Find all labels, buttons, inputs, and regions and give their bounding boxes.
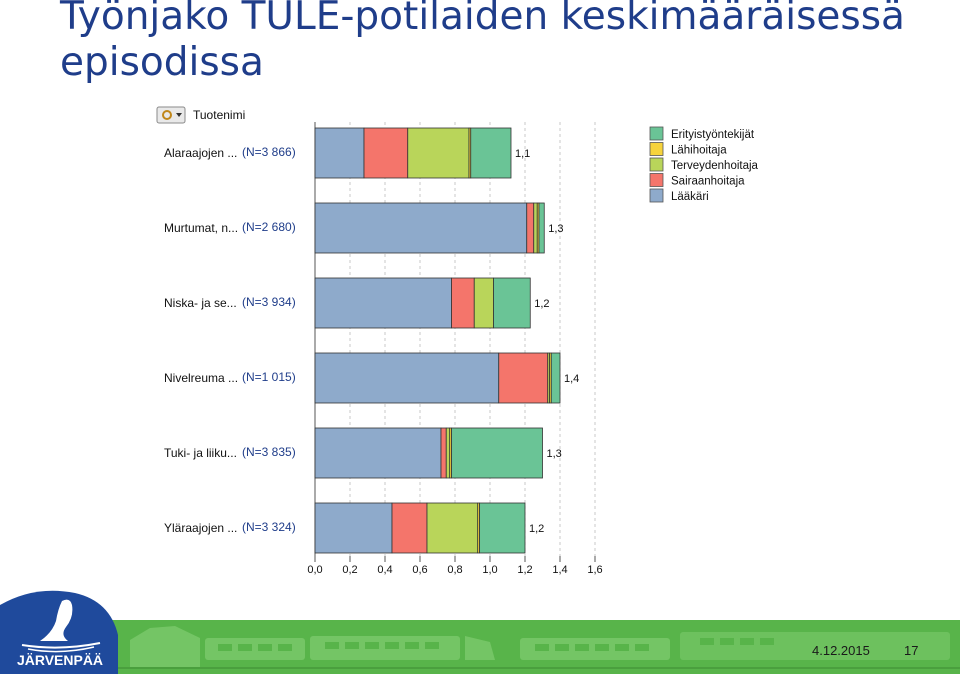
dimension-header[interactable]: Tuotenimi bbox=[156, 106, 245, 124]
n-label: (N=3 835) bbox=[242, 445, 296, 459]
legend-swatch bbox=[649, 142, 664, 156]
n-label: (N=1 015) bbox=[242, 370, 296, 384]
bar-segment[interactable] bbox=[314, 352, 500, 404]
category-label: Tuki- ja liiku... bbox=[164, 446, 237, 460]
bars-layer bbox=[314, 127, 561, 554]
n-label: (N=3 934) bbox=[242, 295, 296, 309]
total-label: 1,1 bbox=[515, 148, 530, 160]
bar-segment[interactable] bbox=[363, 127, 409, 179]
bar-segment[interactable] bbox=[470, 127, 512, 179]
bar-segment[interactable] bbox=[498, 352, 549, 404]
total-label: 1,2 bbox=[534, 298, 549, 310]
category-label: Nivelreuma ... bbox=[164, 371, 238, 385]
legend-label: Sairaanhoitaja bbox=[671, 176, 745, 188]
legend-swatch bbox=[649, 126, 664, 141]
category-label: Murtumat, n... bbox=[164, 221, 238, 235]
bar-segment[interactable] bbox=[533, 202, 538, 254]
cycle-icon bbox=[162, 110, 172, 120]
legend-label: Lähihoitaja bbox=[671, 145, 727, 157]
x-tick-label: 0,6 bbox=[412, 564, 427, 576]
bar-segment[interactable] bbox=[451, 427, 543, 479]
bar-segment[interactable] bbox=[407, 127, 470, 179]
bar-segment[interactable] bbox=[391, 502, 428, 554]
legend-label: Lääkäri bbox=[671, 191, 709, 203]
bar-segment[interactable] bbox=[314, 202, 528, 254]
bar-segment[interactable] bbox=[538, 202, 545, 254]
legend-swatch bbox=[649, 173, 664, 187]
category-label: Niska- ja se... bbox=[164, 296, 237, 310]
bar-segment[interactable] bbox=[314, 127, 365, 179]
train-illustration bbox=[0, 626, 960, 669]
bar-segment[interactable] bbox=[314, 502, 393, 554]
bar-segment[interactable] bbox=[314, 427, 442, 479]
total-label: 1,3 bbox=[547, 448, 562, 460]
bar-segment[interactable] bbox=[493, 277, 531, 329]
bar-segment[interactable] bbox=[314, 277, 452, 329]
x-tick-label: 1,6 bbox=[587, 564, 602, 576]
chevron-down-icon bbox=[176, 113, 182, 117]
page-number: 17 bbox=[904, 643, 919, 658]
x-tick-label: 0,8 bbox=[447, 564, 462, 576]
total-label: 1,2 bbox=[529, 523, 544, 535]
n-label: (N=3 324) bbox=[242, 520, 296, 534]
slide-date: 4.12.2015 bbox=[812, 643, 870, 658]
n-label: (N=3 866) bbox=[242, 145, 296, 159]
bar-segment[interactable] bbox=[526, 202, 535, 254]
x-tick-label: 1,4 bbox=[552, 564, 567, 576]
category-label: Alaraajojen ... bbox=[164, 146, 237, 160]
legend: Erityistyöntekijät Lähihoitaja Terveydenho… bbox=[649, 126, 759, 203]
grid-layer bbox=[314, 122, 596, 562]
slide-title: Työnjako TULE-potilaiden keskimääräisess… bbox=[60, 0, 905, 85]
x-tick-label: 0,2 bbox=[342, 564, 357, 576]
x-tick-label: 1,0 bbox=[482, 564, 497, 576]
labels-layer: 0,0 0,2 0,4 0,6 0,8 1,0 1,2 1,4 1,6 Alaraajojen .… bbox=[164, 145, 603, 576]
bar-segment[interactable] bbox=[445, 427, 451, 479]
x-tick-label: 0,4 bbox=[377, 564, 392, 576]
swan-icon bbox=[40, 599, 73, 641]
footer-band bbox=[0, 620, 960, 674]
legend-label: Erityistyöntekijät bbox=[671, 129, 755, 141]
bar-segment[interactable] bbox=[440, 427, 447, 479]
category-label: Yläraajojen ... bbox=[164, 521, 237, 535]
legend-label: Terveydenhoitaja bbox=[671, 160, 759, 172]
bar-segment[interactable] bbox=[426, 502, 479, 554]
bar-segment[interactable] bbox=[451, 277, 475, 329]
x-tick-label: 1,2 bbox=[517, 564, 532, 576]
total-label: 1,3 bbox=[548, 223, 563, 235]
legend-swatch bbox=[649, 188, 664, 203]
legend-swatch bbox=[649, 157, 664, 172]
bar-segment[interactable] bbox=[473, 277, 494, 329]
bar-segment[interactable] bbox=[479, 502, 526, 554]
n-label: (N=2 680) bbox=[242, 220, 296, 234]
total-label: 1,4 bbox=[564, 373, 579, 385]
x-tick-label: 0,0 bbox=[307, 564, 322, 576]
bar-segment[interactable] bbox=[550, 352, 561, 404]
dimension-header-label: Tuotenimi bbox=[193, 108, 245, 122]
logo-text: JÄRVENPÄÄ bbox=[17, 652, 103, 668]
jarvenpaa-logo: JÄRVENPÄÄ bbox=[0, 590, 118, 674]
